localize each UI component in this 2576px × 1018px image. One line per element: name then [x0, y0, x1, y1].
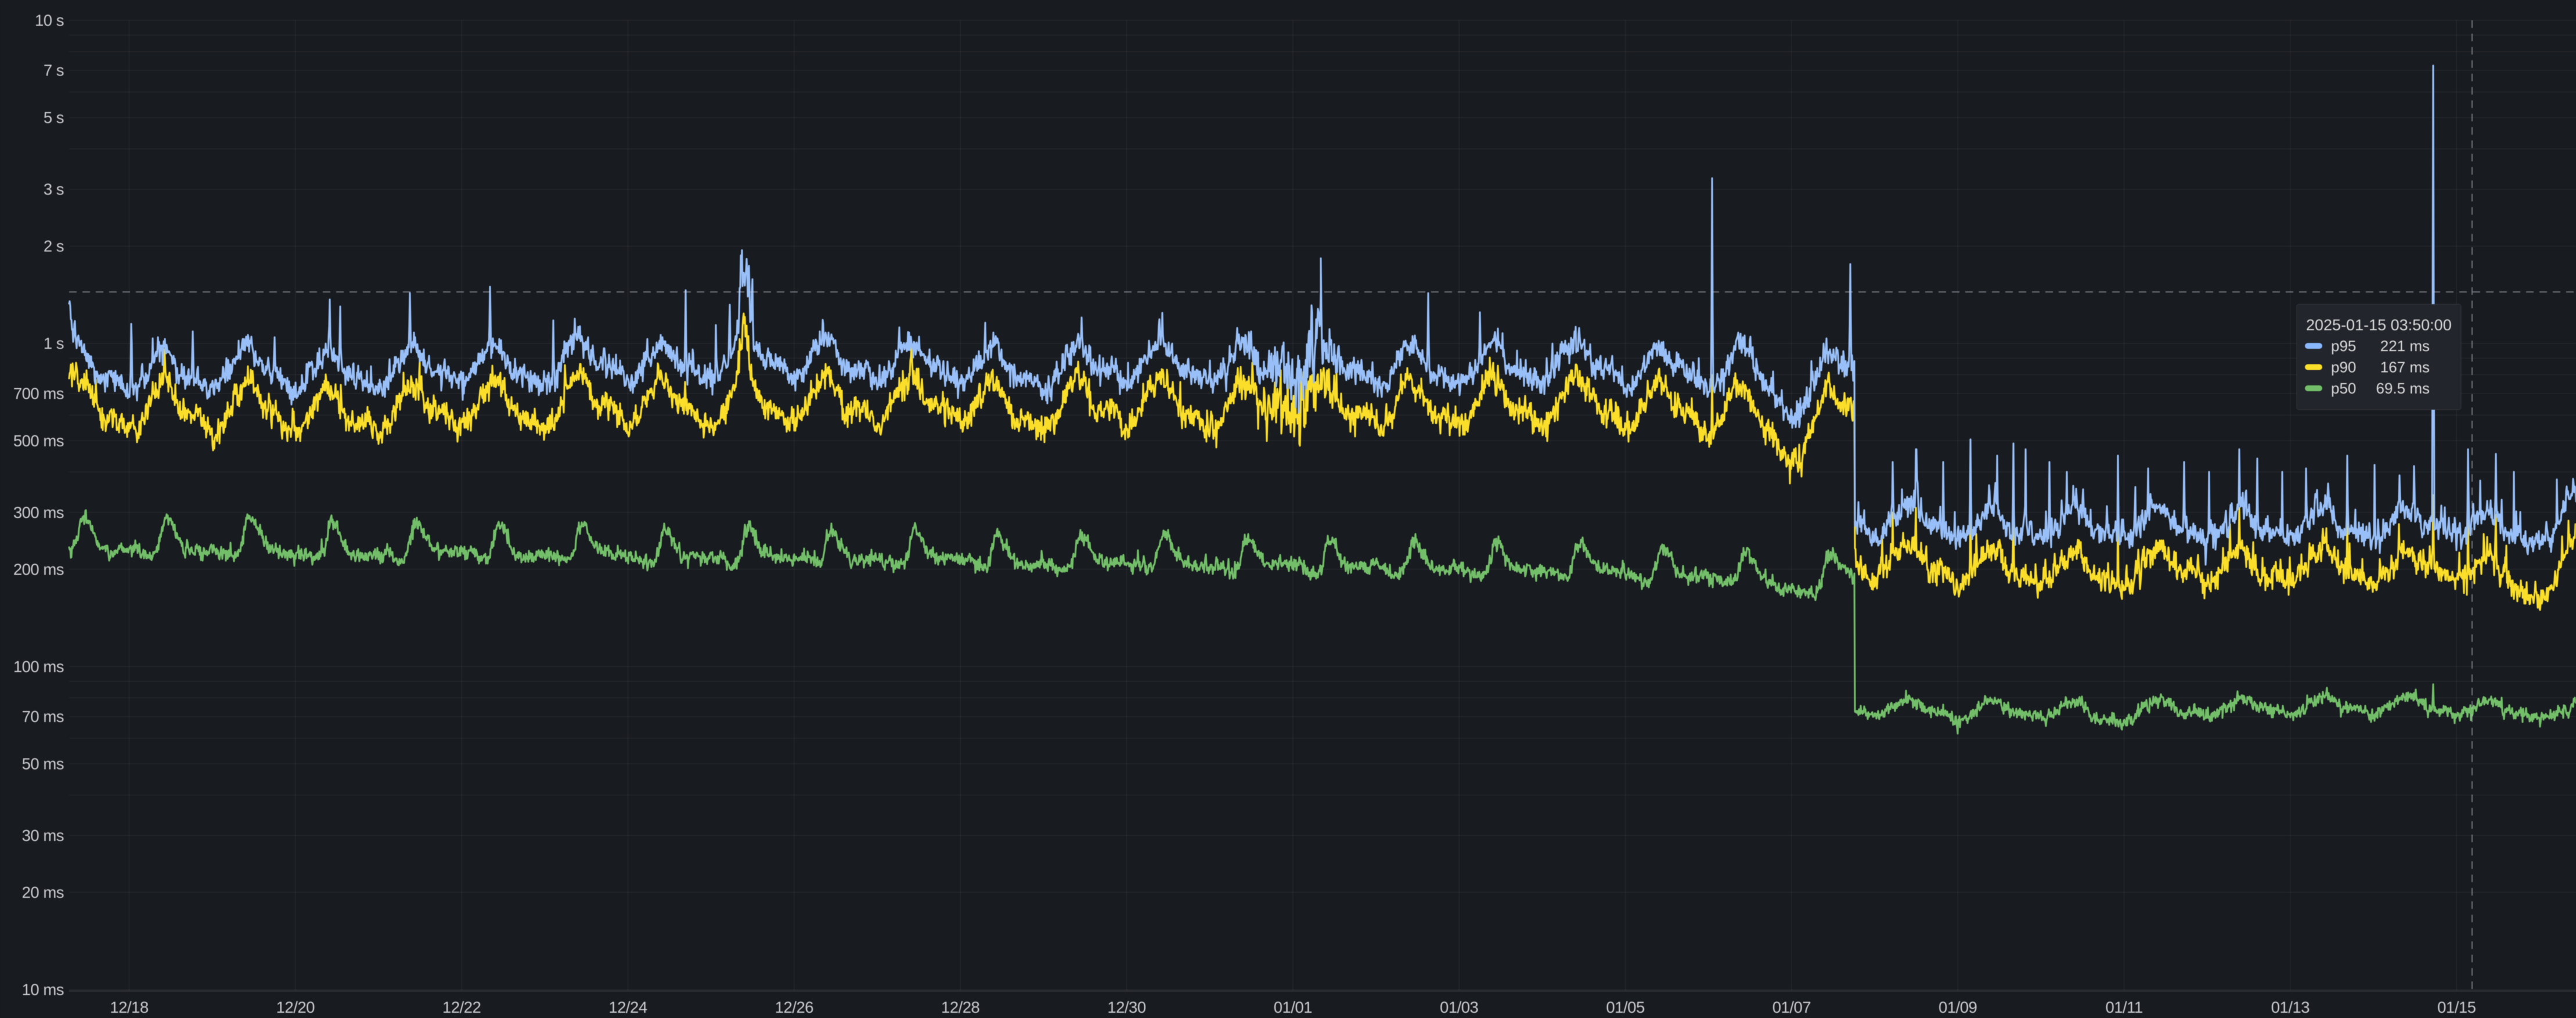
svg-text:200 ms: 200 ms	[13, 560, 64, 578]
svg-text:20 ms: 20 ms	[22, 883, 64, 901]
svg-text:12/24: 12/24	[608, 998, 647, 1016]
svg-text:12/30: 12/30	[1107, 998, 1146, 1016]
svg-text:p95: p95	[2331, 337, 2356, 355]
svg-text:01/15: 01/15	[2437, 998, 2476, 1016]
svg-text:5 s: 5 s	[44, 109, 64, 127]
svg-text:01/07: 01/07	[1772, 998, 1811, 1016]
svg-text:01/11: 01/11	[2105, 998, 2142, 1016]
svg-text:01/05: 01/05	[1606, 998, 1645, 1016]
svg-text:p90: p90	[2331, 359, 2356, 376]
svg-text:10 s: 10 s	[35, 12, 64, 30]
svg-text:12/28: 12/28	[941, 998, 980, 1016]
svg-text:01/03: 01/03	[1440, 998, 1479, 1016]
svg-text:50 ms: 50 ms	[22, 755, 64, 772]
svg-text:2025-01-15 03:50:00: 2025-01-15 03:50:00	[2306, 316, 2452, 334]
svg-text:2 s: 2 s	[44, 237, 64, 255]
svg-text:1 s: 1 s	[44, 334, 64, 352]
svg-text:12/18: 12/18	[110, 998, 149, 1016]
svg-text:70 ms: 70 ms	[22, 707, 64, 725]
svg-text:01/01: 01/01	[1274, 998, 1312, 1016]
svg-text:100 ms: 100 ms	[13, 658, 64, 676]
svg-text:30 ms: 30 ms	[22, 826, 64, 844]
svg-text:01/09: 01/09	[1939, 998, 1977, 1016]
svg-text:300 ms: 300 ms	[13, 503, 64, 521]
svg-text:12/22: 12/22	[442, 998, 481, 1016]
svg-text:500 ms: 500 ms	[13, 432, 64, 450]
svg-text:221 ms: 221 ms	[2380, 337, 2430, 355]
svg-text:700 ms: 700 ms	[13, 384, 64, 402]
svg-text:12/26: 12/26	[775, 998, 814, 1016]
svg-text:10 ms: 10 ms	[22, 981, 64, 999]
svg-text:p50: p50	[2331, 380, 2356, 397]
svg-text:7 s: 7 s	[44, 62, 64, 80]
svg-text:3 s: 3 s	[44, 181, 64, 198]
svg-text:12/20: 12/20	[276, 998, 315, 1016]
svg-text:167 ms: 167 ms	[2380, 359, 2430, 376]
svg-text:69.5 ms: 69.5 ms	[2376, 380, 2430, 397]
svg-text:01/13: 01/13	[2271, 998, 2310, 1016]
